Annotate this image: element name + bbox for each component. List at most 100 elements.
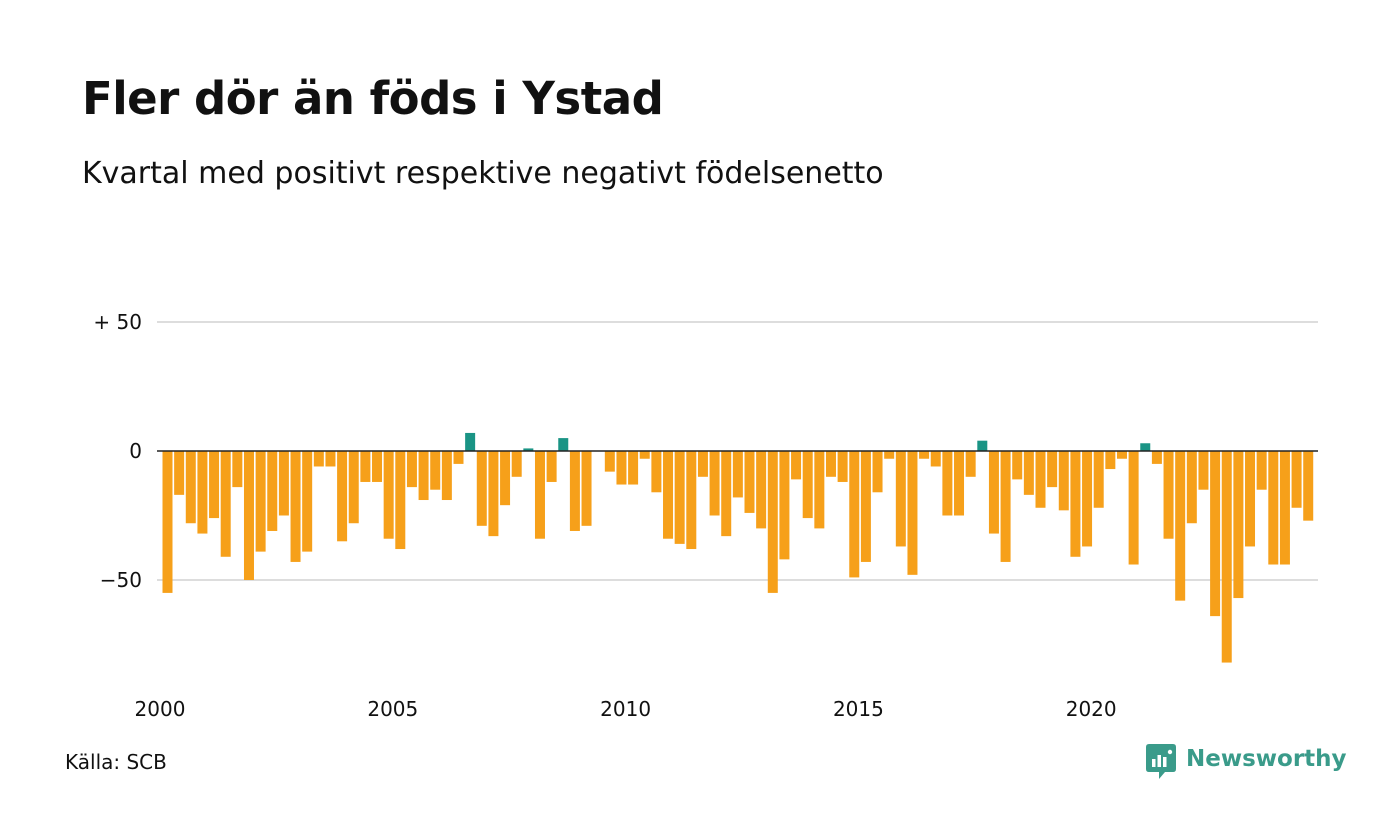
- bar: [418, 451, 429, 501]
- bar: [348, 451, 359, 524]
- bar: [639, 451, 650, 459]
- bar: [1175, 451, 1186, 601]
- bar: [814, 451, 825, 529]
- bar: [1023, 451, 1034, 495]
- bar: [686, 451, 697, 550]
- bar: [1268, 451, 1279, 565]
- bar: [1245, 451, 1256, 547]
- bar: [278, 451, 289, 516]
- bar: [197, 451, 208, 534]
- bar: [1233, 451, 1244, 599]
- axis-label-layer: + 50 0 −50 2000 2005 2010 2015 2020: [93, 310, 1116, 721]
- bar: [395, 451, 406, 550]
- bar: [756, 451, 767, 529]
- bar: [849, 451, 860, 578]
- bar: [1012, 451, 1023, 480]
- bar: [919, 451, 930, 459]
- y-tick-label: −50: [100, 568, 142, 592]
- x-tick-label: 2015: [833, 697, 884, 721]
- y-tick-label: + 50: [93, 310, 142, 334]
- bar: [465, 432, 476, 451]
- bar: [1058, 451, 1069, 511]
- x-tick-label: 2005: [367, 697, 418, 721]
- bar: [604, 451, 615, 472]
- bar: [1105, 451, 1116, 470]
- bar: [453, 451, 464, 464]
- bar: [977, 440, 988, 451]
- bar: [534, 451, 545, 539]
- bar: [732, 451, 743, 498]
- bar: [1291, 451, 1302, 508]
- bar: [942, 451, 953, 516]
- bar: [1256, 451, 1267, 490]
- bar-layer: [162, 432, 1314, 663]
- bar: [360, 451, 371, 482]
- bar: [441, 451, 452, 501]
- bar: [930, 451, 941, 467]
- bar: [884, 451, 895, 459]
- bar: [290, 451, 301, 562]
- bar: [1093, 451, 1104, 508]
- bar: [791, 451, 802, 480]
- bar: [488, 451, 499, 537]
- bar: [697, 451, 708, 477]
- bar: [243, 451, 254, 580]
- brand-logo[interactable]: Newsworthy: [1146, 744, 1347, 784]
- bar: [709, 451, 720, 516]
- bar: [267, 451, 278, 531]
- bar: [325, 451, 336, 467]
- bar: [476, 451, 487, 526]
- bar: [558, 438, 569, 451]
- bar: [1128, 451, 1139, 565]
- bar: [907, 451, 918, 575]
- bar: [1035, 451, 1046, 508]
- chart-title: Fler dör än föds i Ystad: [82, 72, 664, 125]
- bar: [1151, 451, 1162, 464]
- bar: [1163, 451, 1174, 539]
- bar: [302, 451, 313, 552]
- bar: [1186, 451, 1197, 524]
- bar: [383, 451, 394, 539]
- bar: [185, 451, 196, 524]
- bar: [569, 451, 580, 531]
- chart-subtitle: Kvartal med positivt respektive negativt…: [82, 156, 884, 191]
- bar: [1303, 451, 1314, 521]
- bar: [895, 451, 906, 547]
- bar: [802, 451, 813, 519]
- bar: [1082, 451, 1093, 547]
- source-note: Källa: SCB: [65, 750, 167, 774]
- bar: [837, 451, 848, 482]
- bar: [174, 451, 185, 495]
- bar: [1070, 451, 1081, 557]
- bar: [500, 451, 511, 506]
- bar: [954, 451, 965, 516]
- bar: [744, 451, 755, 513]
- bar: [1221, 451, 1232, 663]
- brand-name: Newsworthy: [1186, 746, 1347, 772]
- bar: [430, 451, 441, 490]
- bar: [372, 451, 383, 482]
- bar: [628, 451, 639, 485]
- bar: [1140, 443, 1151, 451]
- bar: [209, 451, 220, 519]
- bar: [1000, 451, 1011, 562]
- bar: [825, 451, 836, 477]
- bar: [965, 451, 976, 477]
- newsworthy-logo-icon: [1146, 744, 1176, 779]
- bar: [1210, 451, 1221, 617]
- bar-chart: + 50 0 −50 2000 2005 2010 2015 2020: [93, 310, 1318, 721]
- x-tick-label: 2000: [135, 697, 186, 721]
- bar: [406, 451, 417, 488]
- bar: [511, 451, 522, 477]
- x-tick-label: 2010: [600, 697, 651, 721]
- bar: [1047, 451, 1058, 488]
- bar: [663, 451, 674, 539]
- bar: [767, 451, 778, 593]
- bar: [337, 451, 348, 542]
- y-tick-label: 0: [129, 439, 142, 463]
- bar: [721, 451, 732, 537]
- x-tick-label: 2020: [1066, 697, 1117, 721]
- bar: [523, 448, 534, 451]
- bar: [313, 451, 324, 467]
- bar: [232, 451, 243, 488]
